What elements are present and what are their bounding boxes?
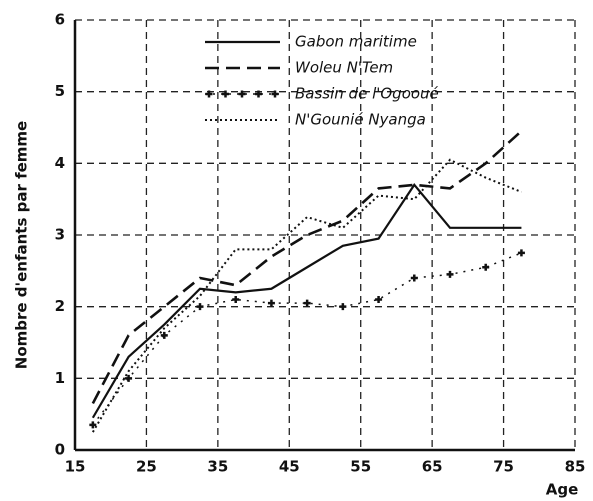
point-marker: [410, 274, 418, 282]
point-marker: [446, 270, 454, 278]
y-tick-label: 1: [55, 369, 65, 387]
series-line: [91, 158, 522, 433]
point-marker: [303, 299, 311, 307]
x-tick-label: 35: [207, 458, 228, 476]
point-marker: [517, 249, 525, 257]
series-line: [92, 252, 522, 426]
point-marker: [339, 303, 347, 311]
point-marker: [125, 374, 133, 382]
legend-label: Gabon maritime: [295, 33, 417, 51]
legend-swatch: [238, 90, 246, 98]
legend-label: Bassin de l'Ogooué: [295, 85, 439, 103]
point-marker: [89, 421, 97, 429]
point-marker: [196, 303, 204, 311]
legend-swatch: [205, 90, 213, 98]
x-tick-label: 55: [350, 458, 371, 476]
y-tick-label: 4: [55, 154, 65, 172]
point-marker: [160, 331, 168, 339]
legend-swatch: [255, 90, 262, 98]
point-marker: [375, 296, 383, 303]
x-tick-label: 25: [136, 458, 157, 476]
y-tick-label: 3: [55, 226, 65, 244]
y-tick-label: 6: [55, 11, 65, 29]
legend-swatch: [222, 90, 229, 98]
x-tick-label: 45: [279, 458, 300, 476]
series-line: [91, 130, 523, 405]
y-tick-label: 2: [55, 297, 65, 315]
x-tick-label: 65: [422, 458, 443, 476]
y-tick-label: 0: [55, 441, 65, 459]
point-marker: [482, 263, 490, 271]
legend-label: N'Gounié Nyanga: [295, 111, 426, 129]
y-axis-label: Nombre d'enfants par femme: [13, 121, 31, 369]
series-line: [91, 182, 522, 419]
y-tick-label: 5: [55, 82, 65, 100]
legend-label: Woleu N'Tem: [295, 59, 393, 77]
x-tick-label: 85: [565, 458, 586, 476]
point-marker: [267, 299, 275, 307]
legend-swatch: [271, 90, 279, 98]
x-tick-label: 75: [493, 458, 514, 476]
point-marker: [232, 296, 240, 303]
x-tick-label: 15: [65, 458, 86, 476]
x-axis-label: Age: [546, 481, 579, 499]
